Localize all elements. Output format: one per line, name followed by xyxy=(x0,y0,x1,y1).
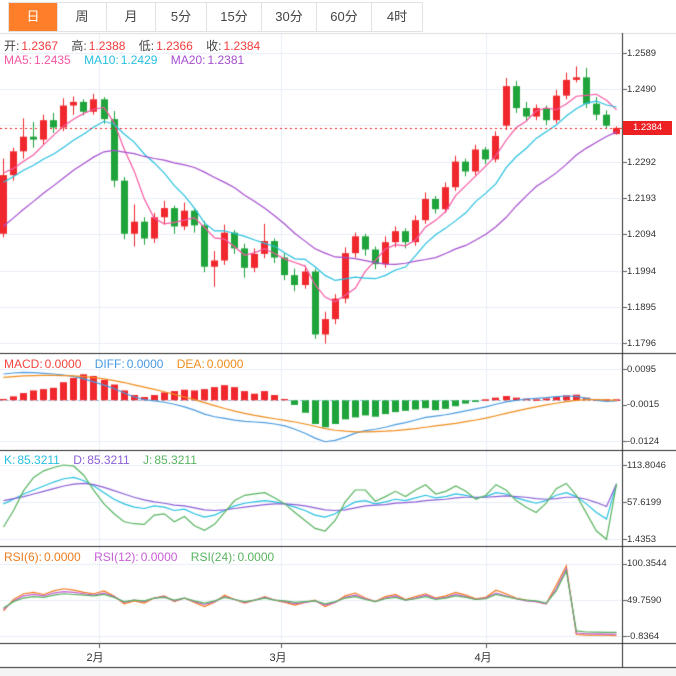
tab-5min[interactable]: 5分 xyxy=(155,3,206,31)
tab-60min[interactable]: 60分 xyxy=(316,3,371,31)
tab-15min[interactable]: 15分 xyxy=(206,3,261,31)
tab-day[interactable]: 日 xyxy=(9,3,57,31)
last-price-badge: 1.2384 xyxy=(623,121,672,135)
timeframe-tabbar: 日 周 月 5分 15分 30分 60分 4时 xyxy=(8,2,423,32)
month-label: 2月 xyxy=(86,652,104,664)
month-label: 4月 xyxy=(474,652,492,664)
tab-week[interactable]: 周 xyxy=(57,3,106,31)
tab-month[interactable]: 月 xyxy=(106,3,155,31)
tab-30min[interactable]: 30分 xyxy=(261,3,316,31)
tab-4hour[interactable]: 4时 xyxy=(371,3,422,31)
month-label: 3月 xyxy=(269,652,287,664)
